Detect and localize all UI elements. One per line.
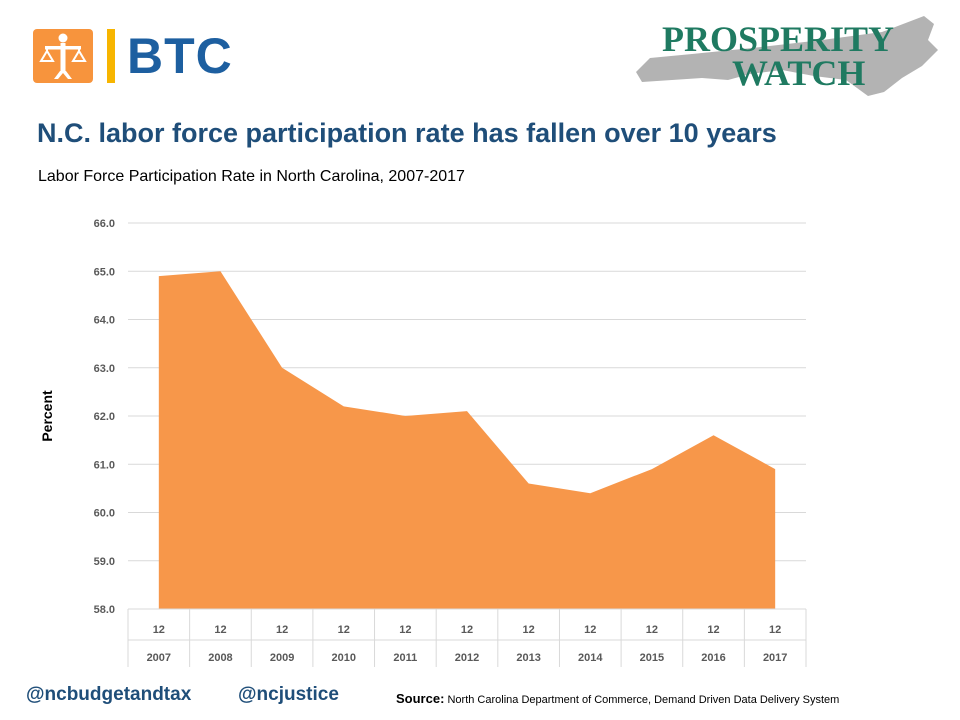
watch-logo-text: WATCH	[732, 53, 866, 93]
x-tick-year-label: 2014	[578, 652, 603, 664]
x-tick-month-label: 12	[276, 624, 288, 636]
source-label: Source:	[396, 691, 445, 706]
y-tick-label: 63.0	[94, 363, 115, 375]
source-note: Source: North Carolina Department of Com…	[396, 691, 839, 706]
source-text: North Carolina Department of Commerce, D…	[447, 694, 840, 706]
x-tick-year-label: 2015	[640, 652, 664, 664]
x-tick-year-label: 2011	[393, 652, 417, 664]
x-tick-month-label: 12	[399, 624, 411, 636]
area-series	[158, 271, 776, 609]
x-tick-year-label: 2010	[331, 652, 355, 664]
x-tick-month-label: 12	[584, 624, 596, 636]
x-tick-month-label: 12	[461, 624, 473, 636]
y-tick-label: 65.0	[94, 266, 115, 278]
chart-title: N.C. labor force participation rate has …	[37, 118, 777, 148]
x-tick-month-label: 12	[707, 624, 719, 636]
y-tick-label: 64.0	[94, 315, 115, 327]
nc-map-icon	[636, 16, 938, 96]
x-tick-year-label: 2007	[147, 652, 171, 664]
twitter-handle-ncjustice[interactable]: @ncjustice	[238, 684, 339, 705]
x-tick-year-label: 2009	[270, 652, 294, 664]
y-tick-label: 61.0	[94, 459, 115, 471]
scales-of-justice-icon	[33, 29, 93, 83]
prosperity-logo-text: PROSPERITY	[662, 19, 895, 59]
x-tick-year-label: 2012	[455, 652, 479, 664]
chart-subtitle: Labor Force Participation Rate in North …	[38, 168, 465, 185]
x-tick-month-label: 12	[646, 624, 658, 636]
x-tick-month-label: 12	[338, 624, 350, 636]
twitter-handle-ncbudgetandtax[interactable]: @ncbudgetandtax	[26, 684, 192, 705]
x-tick-month-label: 12	[523, 624, 535, 636]
logo-divider	[107, 29, 115, 83]
prosperity-watch-logo: PROSPERITY WATCH	[632, 10, 942, 100]
x-tick-year-label: 2013	[516, 652, 540, 664]
x-tick-month-label: 12	[153, 624, 165, 636]
btc-logo-text: BTC	[127, 28, 233, 84]
x-tick-year-label: 2017	[763, 652, 787, 664]
x-tick-month-label: 12	[769, 624, 781, 636]
x-tick-year-label: 2008	[208, 652, 232, 664]
x-tick-month-label: 12	[214, 624, 226, 636]
y-tick-label: 58.0	[94, 604, 115, 616]
y-tick-label: 66.0	[94, 218, 115, 230]
btc-logo: BTC	[33, 28, 233, 84]
area-chart: 58.0 59.0 60.0 61.0 62.0 63.0 64.0 65.0 66.0 12 12…	[39, 218, 807, 667]
x-tick-year-label: 2016	[701, 652, 725, 664]
y-axis-title: Percent	[39, 390, 55, 442]
y-tick-label: 59.0	[94, 556, 115, 568]
y-tick-label: 60.0	[94, 508, 115, 520]
y-tick-label: 62.0	[94, 411, 115, 423]
